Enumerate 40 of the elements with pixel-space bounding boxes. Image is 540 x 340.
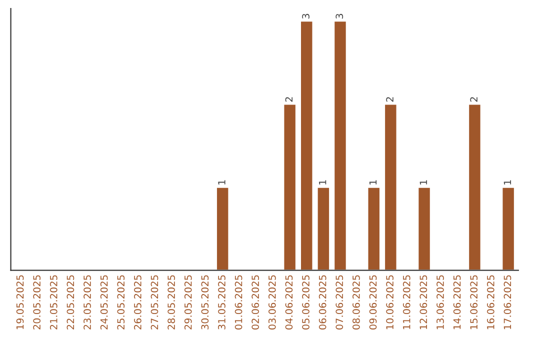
x-tick-label: 30.05.2025	[201, 275, 209, 330]
x-tick-label: 23.05.2025	[84, 275, 91, 330]
x-tick-label: 06.06.2025	[318, 275, 326, 330]
x-tick-label: 27.05.2025	[150, 275, 158, 330]
x-tick-label: 26.05.2025	[134, 275, 142, 330]
data-label: 2	[386, 97, 394, 102]
data-label: 3	[336, 14, 344, 19]
x-tick-label: 13.06.2025	[436, 275, 444, 330]
x-tick-label: 11.06.2025	[402, 275, 410, 330]
x-tick-label: 12.06.2025	[420, 275, 428, 330]
x-tick-label: 14.06.2025	[453, 275, 461, 330]
x-tick-label: 08.06.2025	[352, 275, 360, 330]
x-tick-label: 10.06.2025	[386, 275, 394, 330]
x-tick-label: 09.06.2025	[369, 275, 377, 330]
x-tick-label: 15.06.2025	[470, 275, 478, 330]
x-tick-label: 19.05.2025	[16, 275, 24, 330]
x-tick-label: 01.06.2025	[234, 275, 242, 330]
x-tick-label: 03.06.2025	[268, 275, 276, 330]
x-tick-label: 25.05.2025	[117, 275, 125, 330]
data-label: 2	[470, 97, 478, 102]
x-tick-label: 28.05.2025	[168, 275, 175, 330]
x-tick-label: 04.06.2025	[285, 275, 293, 330]
x-tick-label: 21.05.2025	[50, 275, 58, 330]
x-tick-label: 24.05.2025	[100, 275, 108, 330]
data-label: 2	[285, 97, 292, 102]
x-tick-label: 02.06.2025	[252, 275, 260, 330]
data-label: 1	[369, 180, 377, 184]
x-tick-label: 22.05.2025	[66, 275, 74, 330]
x-tick-label: 31.05.2025	[218, 275, 226, 330]
x-tick-label: 16.06.2025	[486, 275, 494, 330]
data-label: 3	[302, 14, 310, 19]
data-label: 1	[504, 180, 511, 184]
data-label: 1	[319, 180, 326, 184]
x-tick-label: 29.05.2025	[184, 275, 192, 330]
x-tick-label: 17.06.2025	[504, 275, 512, 330]
x-tick-label: 05.06.2025	[302, 275, 310, 330]
data-label: 1	[218, 180, 226, 184]
data-label: 1	[420, 180, 427, 184]
x-tick-label: 07.06.2025	[336, 275, 344, 330]
x-tick-label: 20.05.2025	[33, 275, 41, 330]
